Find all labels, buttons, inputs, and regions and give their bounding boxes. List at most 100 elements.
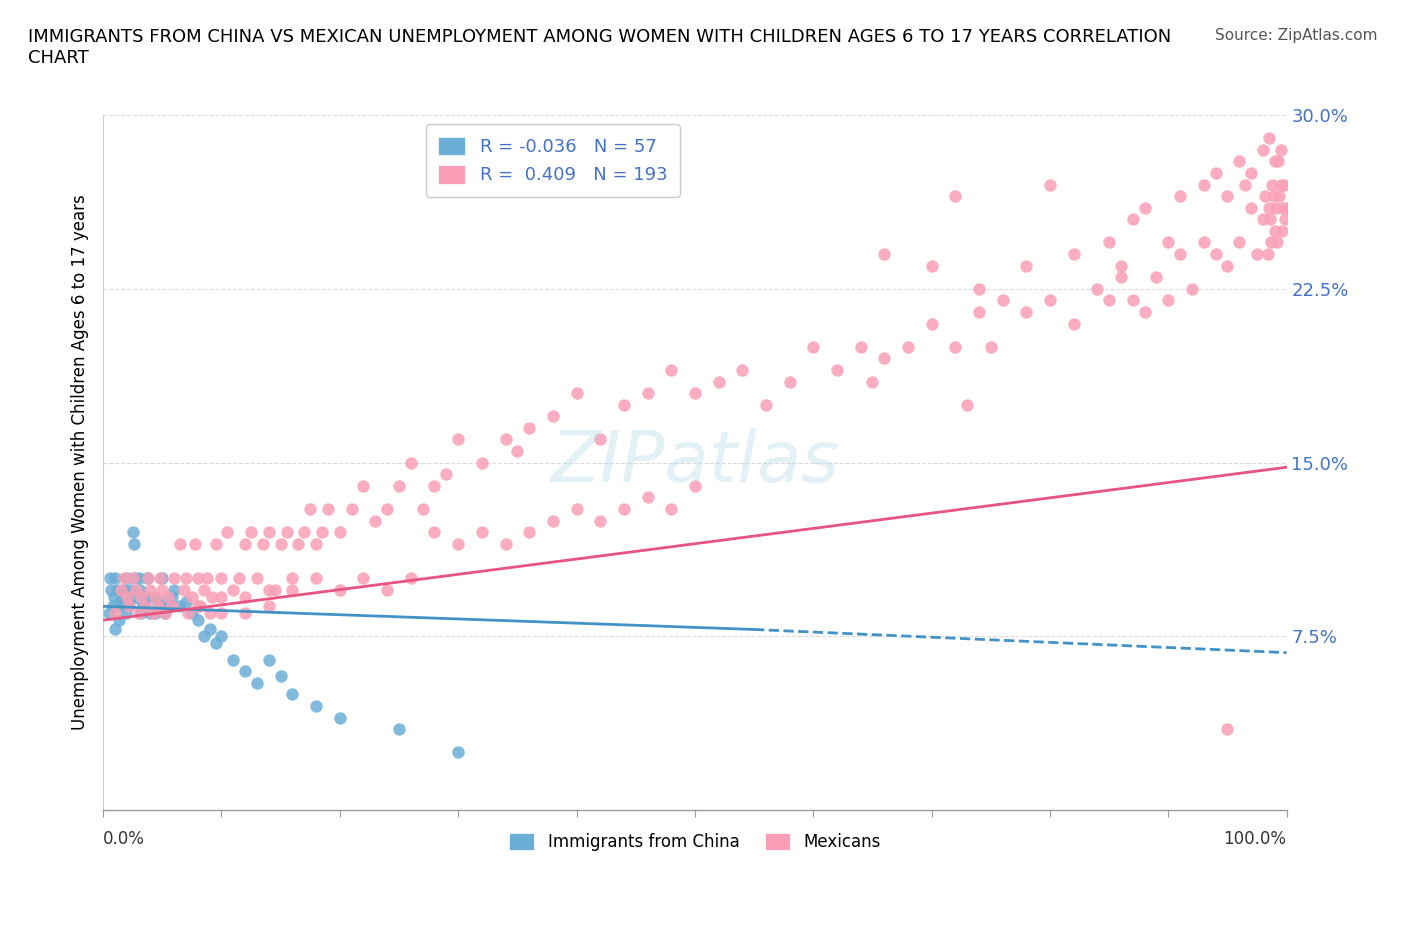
Point bbox=[1157, 235, 1180, 250]
Point bbox=[1205, 246, 1227, 261]
Point bbox=[707, 374, 730, 389]
Point bbox=[731, 363, 754, 378]
Point bbox=[1227, 235, 1250, 250]
Point bbox=[134, 599, 156, 614]
Point bbox=[233, 664, 256, 679]
Text: 0.0%: 0.0% bbox=[103, 830, 145, 848]
Point bbox=[1205, 166, 1227, 180]
Point bbox=[659, 363, 682, 378]
Point bbox=[157, 594, 180, 609]
Point bbox=[174, 571, 197, 586]
Point bbox=[316, 501, 339, 516]
Point bbox=[779, 374, 801, 389]
Point bbox=[1264, 223, 1286, 238]
Point bbox=[222, 652, 245, 667]
Point bbox=[517, 525, 540, 539]
Point bbox=[169, 599, 191, 614]
Text: ZIPatlas: ZIPatlas bbox=[550, 428, 839, 498]
Point bbox=[128, 571, 150, 586]
Point bbox=[139, 582, 162, 597]
Point bbox=[1039, 177, 1062, 192]
Point bbox=[252, 537, 274, 551]
Point bbox=[276, 525, 298, 539]
Point bbox=[1251, 142, 1274, 157]
Point bbox=[193, 629, 215, 644]
Point bbox=[1157, 293, 1180, 308]
Point bbox=[1264, 153, 1286, 168]
Point bbox=[565, 501, 588, 516]
Point bbox=[120, 582, 142, 597]
Point bbox=[1240, 166, 1263, 180]
Point bbox=[198, 605, 221, 620]
Point bbox=[1122, 212, 1144, 227]
Point bbox=[129, 605, 152, 620]
Point bbox=[211, 605, 233, 620]
Point bbox=[98, 605, 121, 620]
Point bbox=[134, 599, 156, 614]
Point bbox=[1261, 177, 1284, 192]
Point bbox=[187, 571, 209, 586]
Point bbox=[103, 590, 125, 604]
Text: Source: ZipAtlas.com: Source: ZipAtlas.com bbox=[1215, 28, 1378, 43]
Point bbox=[589, 513, 612, 528]
Point bbox=[399, 455, 422, 470]
Point bbox=[135, 571, 157, 586]
Point bbox=[1227, 153, 1250, 168]
Point bbox=[873, 351, 896, 365]
Point bbox=[1251, 212, 1274, 227]
Point bbox=[281, 571, 304, 586]
Point bbox=[263, 582, 285, 597]
Point bbox=[281, 687, 304, 702]
Point bbox=[157, 590, 180, 604]
Point bbox=[1015, 304, 1038, 319]
Point bbox=[150, 582, 173, 597]
Point bbox=[143, 605, 166, 620]
Point bbox=[375, 501, 398, 516]
Point bbox=[340, 501, 363, 516]
Point bbox=[233, 537, 256, 551]
Y-axis label: Unemployment Among Women with Children Ages 6 to 17 years: Unemployment Among Women with Children A… bbox=[72, 194, 89, 730]
Point bbox=[1192, 177, 1215, 192]
Point bbox=[364, 513, 387, 528]
Point bbox=[195, 571, 218, 586]
Point bbox=[173, 582, 195, 597]
Point bbox=[257, 652, 280, 667]
Point bbox=[129, 590, 152, 604]
Point bbox=[128, 582, 150, 597]
Point bbox=[825, 363, 848, 378]
Point bbox=[388, 478, 411, 493]
Point bbox=[100, 582, 122, 597]
Point bbox=[211, 629, 233, 644]
Point bbox=[233, 605, 256, 620]
Point bbox=[101, 599, 124, 614]
Point bbox=[174, 594, 197, 609]
Point bbox=[1270, 177, 1292, 192]
Point bbox=[142, 605, 165, 620]
Point bbox=[471, 455, 494, 470]
Point bbox=[281, 582, 304, 597]
Point bbox=[143, 590, 166, 604]
Point bbox=[305, 571, 328, 586]
Point bbox=[329, 582, 352, 597]
Point bbox=[107, 613, 129, 628]
Point bbox=[1133, 304, 1156, 319]
Point bbox=[1240, 200, 1263, 215]
Point bbox=[122, 537, 145, 551]
Point bbox=[755, 397, 778, 412]
Point bbox=[1181, 282, 1204, 297]
Point bbox=[118, 599, 141, 614]
Text: 100.0%: 100.0% bbox=[1223, 830, 1286, 848]
Point bbox=[967, 304, 990, 319]
Point bbox=[423, 525, 446, 539]
Point bbox=[104, 571, 127, 586]
Point bbox=[228, 571, 250, 586]
Point bbox=[1216, 189, 1239, 204]
Point bbox=[257, 582, 280, 597]
Point bbox=[150, 571, 173, 586]
Point bbox=[956, 397, 979, 412]
Point bbox=[246, 571, 269, 586]
Point bbox=[121, 525, 143, 539]
Point bbox=[1168, 189, 1191, 204]
Point bbox=[943, 339, 966, 354]
Point bbox=[201, 590, 224, 604]
